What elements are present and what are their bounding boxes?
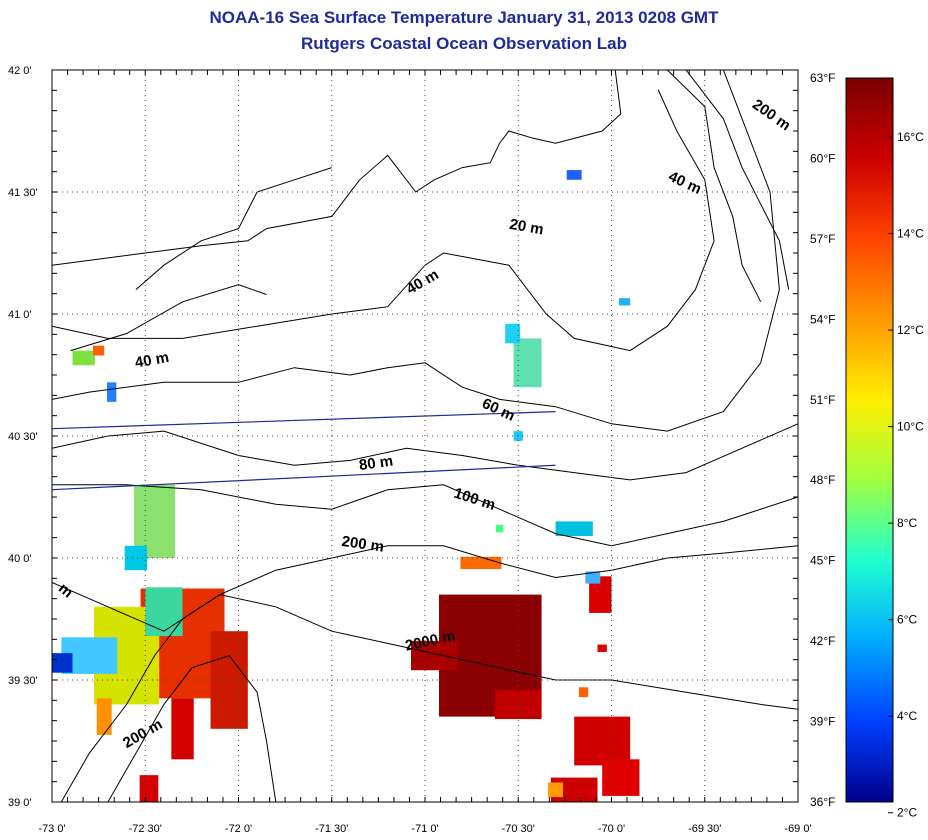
- temperature-patch-29: [555, 521, 593, 537]
- temperature-patch-4: [210, 631, 248, 729]
- temperature-patch-31: [597, 644, 607, 652]
- lon-tick-label: -70 30': [502, 823, 535, 835]
- temperature-patch-28: [495, 525, 504, 533]
- temperature-patch-17: [548, 782, 564, 798]
- lon-tick-label: -71 0': [411, 823, 438, 835]
- lon-tick-label: -72 0': [225, 823, 252, 835]
- graticule: [52, 70, 798, 802]
- colorbar-c-label: 14°C: [897, 227, 924, 241]
- lon-tick-label: -72 30': [129, 823, 162, 835]
- lat-tick-label: 42 0': [8, 65, 32, 77]
- contour-label-11: m: [55, 580, 76, 602]
- lon-tick-label: -70 0': [598, 823, 625, 835]
- colorbar-c-label: 4°C: [897, 709, 917, 723]
- temperature-patch-25: [93, 345, 105, 356]
- colorbar-f-label: 54°F: [810, 312, 835, 326]
- temperature-patch-18: [589, 576, 612, 613]
- lon-tick-label: -73 0': [38, 823, 65, 835]
- temperature-patch-30: [618, 298, 631, 306]
- contour-label-8: 200 m: [341, 533, 385, 556]
- temperature-patch-23: [566, 170, 582, 180]
- lon-tick-label: -69 30': [688, 823, 721, 835]
- temperature-patch-12: [124, 545, 148, 571]
- colorbar-f-label: 42°F: [810, 634, 835, 648]
- lat-tick-label: 40 30': [8, 431, 38, 443]
- map-subtitle: Rutgers Coastal Ocean Observation Lab: [301, 34, 627, 53]
- temperature-patch-24: [72, 350, 95, 366]
- coastline-and-contours: [52, 70, 798, 802]
- colorbar-f-label: 45°F: [810, 554, 835, 568]
- colorbar-c-label: 16°C: [897, 130, 924, 144]
- colorbar-c-label: 10°C: [897, 420, 924, 434]
- contour-label-1: 40 m: [666, 168, 704, 198]
- colorbar-f-label: 60°F: [810, 151, 835, 165]
- contour-label-4: 40 m: [134, 349, 171, 372]
- colorbar-c-label: 2°C: [897, 806, 917, 820]
- colorbar-c-label: 12°C: [897, 323, 924, 337]
- contour-label-6: 80 m: [358, 453, 394, 475]
- colorbar-f-label: 63°F: [810, 71, 835, 85]
- temperature-patch-20: [460, 556, 502, 569]
- temperature-patches: [52, 170, 640, 802]
- lat-tick-label: 41 0': [8, 309, 32, 321]
- colorbar-c-label: 6°C: [897, 613, 917, 627]
- lat-tick-label: 41 30': [8, 187, 38, 199]
- contour-label-3: 40 m: [404, 266, 442, 298]
- map-axes: 39 0' 39 30' 40 0' 40 30' 41 0' 41 30' 42 0' -7…: [8, 65, 812, 835]
- lon-tick-label: -69 0': [784, 823, 811, 835]
- colorbar-f-label: 57°F: [810, 232, 835, 246]
- temperature-patch-14: [574, 716, 631, 766]
- lat-tick-label: 40 0': [8, 553, 32, 565]
- temperature-patch-10: [96, 698, 112, 735]
- temperature-patch-19: [585, 571, 601, 584]
- lat-tick-label: 39 0': [8, 797, 32, 809]
- colorbar-c-label: 8°C: [897, 516, 917, 530]
- contour-label-5: 60 m: [479, 395, 517, 425]
- temperature-patch-32: [578, 687, 589, 698]
- colorbar-f-label: 39°F: [810, 715, 835, 729]
- colorbar-f-label: 48°F: [810, 473, 835, 487]
- lon-tick-label: -71 30': [315, 823, 348, 835]
- map-title: NOAA-16 Sea Surface Temperature January …: [209, 8, 719, 27]
- contour-label-10: 200 m: [120, 716, 165, 752]
- colorbar: 63°F 60°F 57°F 54°F 51°F 48°F 45°F 42°F 39°F 36°F…: [810, 71, 924, 820]
- contour-label-2: 20 m: [508, 216, 545, 239]
- temperature-patch-15: [602, 759, 640, 796]
- temperature-patch-9: [171, 698, 194, 760]
- temperature-patch-1: [411, 640, 458, 671]
- colorbar-f-label: 51°F: [810, 393, 835, 407]
- contour-label-7: 100 m: [452, 485, 498, 514]
- temperature-patch-22: [505, 323, 521, 344]
- temperature-patch-6: [145, 587, 183, 637]
- contour-label-0: 200 m: [749, 96, 794, 134]
- temperature-patch-13: [139, 775, 159, 802]
- lat-tick-label: 39 30': [8, 675, 38, 687]
- temperature-patch-21: [513, 338, 542, 388]
- temperature-patch-26: [107, 382, 117, 402]
- colorbar-gradient: [845, 77, 894, 803]
- colorbar-f-label: 36°F: [810, 795, 835, 809]
- temperature-patch-8: [52, 653, 73, 673]
- temperature-patch-2: [494, 689, 542, 720]
